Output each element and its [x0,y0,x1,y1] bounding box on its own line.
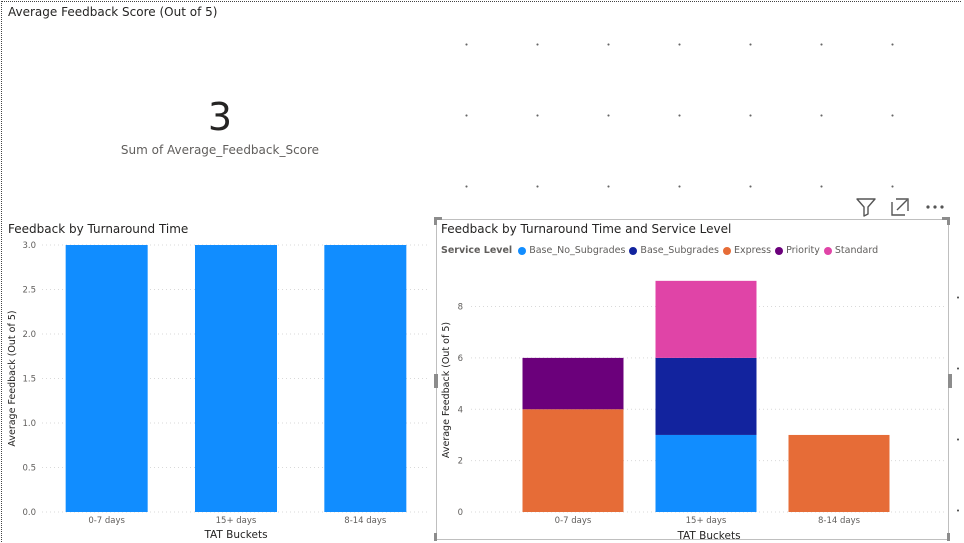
x-tick-label: 15+ days [686,516,727,526]
legend-item[interactable]: Standard [823,245,879,256]
legend-title: Service Level [441,245,513,256]
y-tick-label: 0.5 [22,464,36,474]
more-options-icon[interactable] [924,196,946,218]
legend-marker [722,246,731,255]
y-axis-title: Average Feedback (Out of 5) [7,310,18,446]
bar [65,245,148,512]
legend-item[interactable]: Priority [775,245,820,256]
y-tick-label: 6 [458,354,463,364]
legend-marker [775,246,784,255]
canvas-grid-dots [440,5,960,200]
resize-handle-right[interactable] [948,374,952,388]
bar-segment [655,280,757,358]
y-tick-label: 2.5 [22,286,36,296]
y-tick-label: 0 [458,508,463,518]
filter-icon[interactable] [855,196,877,218]
x-tick-label: 15+ days [216,516,257,526]
legend-marker [629,246,638,255]
legend-item[interactable]: Express [722,245,772,256]
chart2-legend: Service Level Base_No_Subgrades Base_Subg… [441,245,882,256]
legend-item[interactable]: Base_Subgrades [629,245,719,256]
legend-marker [823,246,832,255]
legend-label: Standard [834,245,879,256]
y-tick-label: 0.0 [22,508,36,518]
card-label: Sum of Average_Feedback_Score [120,143,320,157]
chart1-svg: 0.0 0.5 1.0 1.5 2.0 2.5 3.0 0-7 days 15+ days 8-1… [7,241,430,541]
bar [324,245,407,512]
y-tick-label: 4 [458,405,463,415]
resize-handle-tl[interactable] [434,217,442,220]
resize-handle-tr-v[interactable] [947,217,950,225]
y-tick-label: 1.5 [22,375,36,385]
bar [195,245,277,512]
bar-segment [788,434,890,512]
bar-segment [522,357,624,410]
legend-label: Base_No_Subgrades [529,245,626,256]
x-tick-label: 8-14 days [818,516,861,526]
resize-handle-tr[interactable] [942,217,950,220]
focus-mode-icon[interactable] [889,196,911,218]
card-title: Average Feedback Score (Out of 5) [8,5,218,19]
legend-item[interactable]: Base_No_Subgrades [518,245,625,256]
y-tick-label: 8 [458,303,463,313]
x-tick-label: 0-7 days [88,516,125,526]
resize-handle-tl-v[interactable] [434,217,437,225]
chart1-title: Feedback by Turnaround Time [8,222,189,236]
resize-handle-left[interactable] [434,374,438,388]
chart2-title: Feedback by Turnaround Time and Service … [441,222,732,236]
bar-segment [655,434,757,512]
x-tick-label: 8-14 days [344,516,387,526]
y-axis-title: Average Feedback (Out of 5) [441,322,452,458]
y-tick-label: 2.0 [22,330,36,340]
y-tick-label: 1.0 [22,419,36,429]
y-tick-label: 2 [458,457,463,467]
legend-label: Express [733,245,772,256]
resize-handle-bl[interactable] [434,533,437,541]
bar-segment [655,357,757,435]
legend-label: Base_Subgrades [640,245,719,256]
y-tick-label: 3.0 [22,241,36,251]
x-axis-title: TAT Buckets [203,529,267,541]
x-tick-label: 0-7 days [555,516,592,526]
x-axis-title: TAT Buckets [676,530,740,542]
canvas-grid-dots-right [955,270,961,520]
bar-segment [522,409,624,512]
legend-marker [518,246,527,255]
legend-label: Priority [786,245,820,256]
card-value: 3 [207,95,233,139]
chart2-svg: 0 2 4 6 8 0-7 days 15+ days 8-14 days TAT Bucket… [441,280,944,542]
resize-handle-br[interactable] [947,533,950,541]
